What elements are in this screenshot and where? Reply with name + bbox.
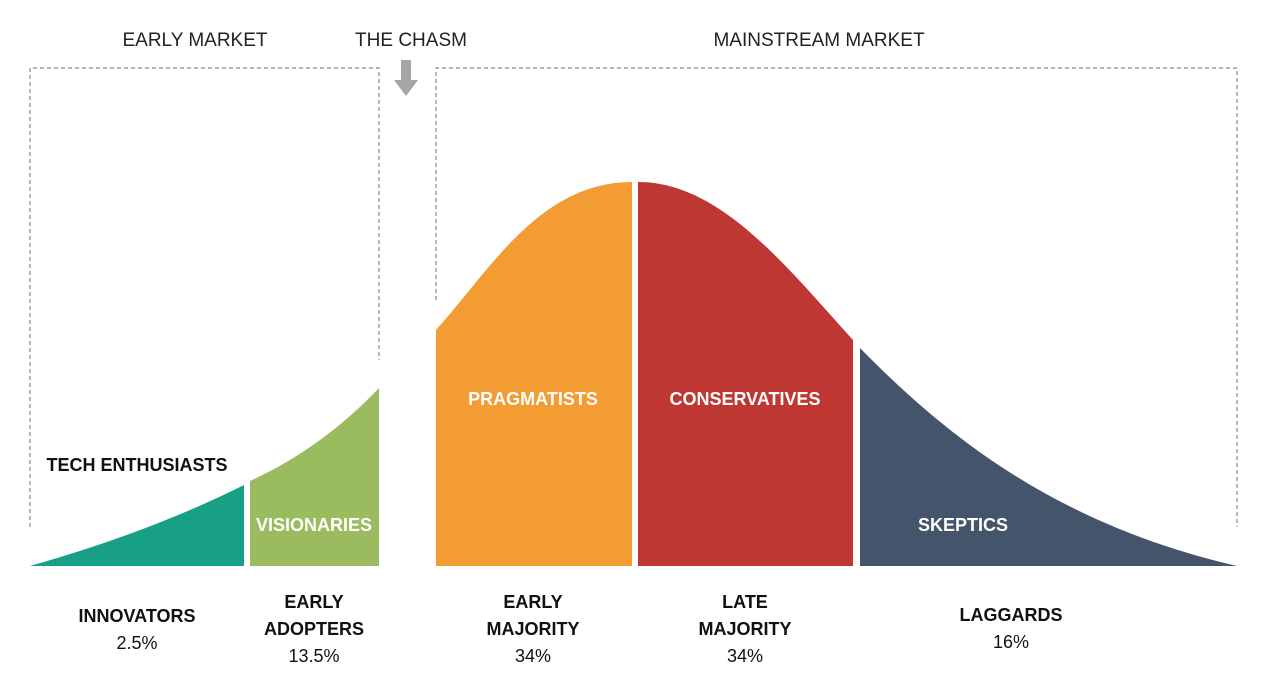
- segment-name: ADOPTERS: [264, 619, 364, 639]
- segment-label: SKEPTICS: [918, 515, 1008, 535]
- segment-name: EARLY: [503, 592, 562, 612]
- late-majority-area: [638, 182, 853, 566]
- segment-name: INNOVATORS: [78, 606, 195, 626]
- segment-label: TECH ENTHUSIASTS: [46, 455, 227, 475]
- segment-name: LAGGARDS: [960, 605, 1063, 625]
- segment-share: 34%: [515, 646, 551, 666]
- segment-name: EARLY: [284, 592, 343, 612]
- early-majority-area: [436, 182, 632, 566]
- segment-share: 34%: [727, 646, 763, 666]
- header: THE CHASM: [355, 30, 467, 51]
- segment-share: 16%: [993, 632, 1029, 652]
- mainstream-market-bracket: [435, 67, 1238, 527]
- segment-label: VISIONARIES: [256, 515, 372, 535]
- chasm-arrow: [394, 60, 418, 96]
- segment-label: CONSERVATIVES: [669, 389, 820, 409]
- header: EARLY MARKET: [122, 30, 267, 51]
- header: MAINSTREAM MARKET: [713, 30, 925, 51]
- segment-share: 2.5%: [116, 633, 157, 653]
- segment-name: MAJORITY: [698, 619, 791, 639]
- segment-name: MAJORITY: [486, 619, 579, 639]
- laggards-area: [860, 348, 1237, 566]
- early-adopters-area: [250, 388, 379, 566]
- segment-label: PRAGMATISTS: [468, 389, 598, 409]
- segment-share: 13.5%: [288, 646, 339, 666]
- segment-name: LATE: [722, 592, 768, 612]
- innovators-area: [30, 485, 244, 566]
- early-market-bracket: [29, 67, 380, 527]
